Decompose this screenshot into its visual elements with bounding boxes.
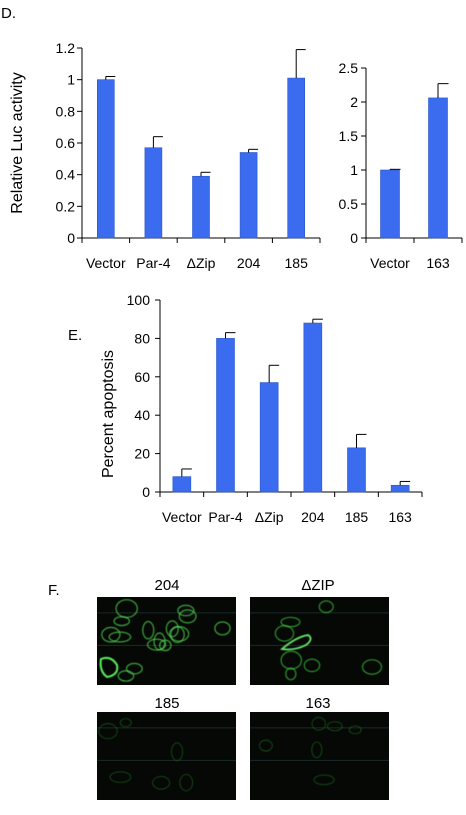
cell-outline	[177, 604, 195, 617]
micrograph-title: 163	[305, 695, 330, 712]
micrograph-image	[250, 712, 389, 800]
y-tick-label: 60	[134, 369, 150, 385]
cell-outline	[109, 771, 132, 783]
cell-outline	[171, 742, 184, 762]
cell-outline	[280, 650, 302, 670]
x-tick-label: Vector	[370, 255, 410, 271]
y-tick-label: 0.8	[56, 103, 76, 119]
y-tick-label: 0.4	[56, 167, 76, 183]
y-tick-label: 2.5	[339, 60, 359, 76]
micrograph-image	[97, 712, 236, 800]
bar	[259, 382, 279, 493]
cell-outline	[125, 662, 143, 675]
y-tick-label: 0.5	[339, 196, 359, 212]
cell-outline	[285, 667, 297, 681]
panel-label-d: D.	[1, 5, 16, 22]
micrograph-panel: 204 ΔZIP 185 163	[97, 577, 389, 800]
cell-outline	[119, 718, 132, 728]
micrograph-image	[250, 597, 389, 685]
bar	[144, 147, 163, 239]
cell-outline	[98, 723, 118, 740]
panel-label-f: F.	[48, 582, 60, 599]
bar	[97, 79, 115, 239]
y-tick-label: 0.2	[56, 198, 76, 214]
cell-outline	[178, 609, 197, 624]
y-axis-label: Percent apoptosis	[100, 350, 117, 478]
y-tick-label: 100	[127, 292, 151, 308]
cell-outline	[313, 774, 335, 785]
bar	[239, 152, 258, 239]
x-tick-label: Vector	[86, 255, 126, 271]
bar	[192, 175, 210, 239]
y-tick-label: 2	[350, 94, 358, 110]
cell-outline	[361, 659, 383, 675]
chart-e: 0 20 40 60 80 100 Vector Par-4 ΔZip 204 185 163 Perc…	[100, 292, 423, 525]
y-axis-label: Relative Luc activity	[9, 72, 26, 213]
cell-outline	[311, 716, 326, 731]
cell-outline	[318, 600, 334, 614]
x-tick-label: 163	[388, 509, 412, 525]
x-tick-label: Par-4	[208, 509, 242, 525]
cell-outline	[274, 625, 295, 642]
bar	[303, 322, 323, 493]
cell-outline	[142, 621, 155, 640]
cell-outline	[146, 638, 167, 651]
x-tick-label: ΔZip	[187, 255, 216, 271]
y-tick-label: 1.2	[56, 40, 76, 56]
micrograph-image	[97, 597, 236, 685]
micrograph-frame	[250, 597, 389, 685]
x-tick-label: ΔZip	[255, 509, 284, 525]
y-tick-label: 0.6	[56, 135, 76, 151]
x-tick-label: Par-4	[136, 255, 170, 271]
cell-outline	[311, 741, 323, 759]
y-tick-label: 0	[67, 230, 75, 246]
cell-outline	[303, 658, 321, 673]
y-tick-label: 0	[350, 230, 358, 246]
cell-outline	[280, 616, 301, 628]
y-tick-label: 0	[142, 484, 150, 500]
y-tick-label: 1.5	[339, 128, 359, 144]
y-tick-label: 80	[134, 330, 150, 346]
cell-outline	[214, 621, 231, 636]
cell-outline	[169, 626, 190, 642]
x-tick-label: 185	[345, 509, 369, 525]
cell-outline	[259, 739, 273, 752]
micrograph-title: ΔZIP	[301, 577, 334, 594]
y-tick-label: 20	[134, 446, 150, 462]
bar	[380, 169, 400, 239]
cell-outline	[99, 656, 119, 679]
x-tick-label: 204	[301, 509, 325, 525]
bar	[347, 447, 366, 493]
y-tick-label: 1	[67, 72, 75, 88]
micrograph-title: 185	[154, 695, 179, 712]
cell-outline	[179, 774, 194, 792]
y-tick-label: 40	[134, 407, 150, 423]
micrograph-frame	[97, 712, 236, 800]
cell-outline	[117, 670, 135, 682]
chart-d-left: 0 0.2 0.4 0.6 0.8 1 1.2 Vector Par-4 ΔZip 204 185 Re…	[9, 40, 321, 271]
micrograph-frame	[97, 597, 236, 685]
cell-outline	[152, 776, 171, 790]
cell-outline	[279, 634, 312, 651]
x-tick-label: 204	[237, 255, 261, 271]
cell-outline	[348, 725, 362, 735]
cell-outline	[101, 626, 121, 643]
panel-label-e: E.	[68, 327, 82, 344]
bar	[172, 476, 192, 493]
chart-d-right: 0 0.5 1 1.5 2 2.5 Vector 163	[339, 60, 463, 271]
x-tick-label: 185	[285, 255, 309, 271]
bar	[216, 338, 235, 493]
cell-outline	[113, 616, 130, 627]
bar	[287, 77, 306, 239]
bar	[428, 97, 448, 239]
x-tick-label: 163	[426, 255, 450, 271]
cell-outline	[326, 721, 343, 732]
y-tick-label: 1	[350, 162, 358, 178]
micrograph-title: 204	[154, 577, 179, 594]
x-tick-label: Vector	[162, 509, 202, 525]
bar	[390, 484, 410, 493]
cell-outline	[165, 620, 179, 638]
